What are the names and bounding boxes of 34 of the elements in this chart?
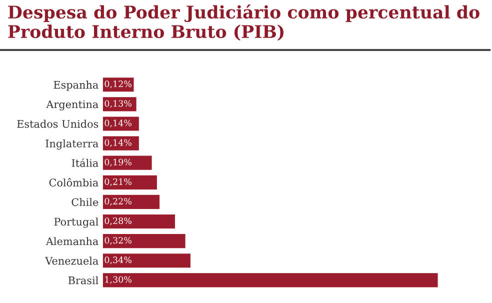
bar (102, 273, 438, 288)
bar (102, 194, 160, 210)
y-tick-label: Argentina (46, 100, 98, 110)
data-label: 0,22% (104, 198, 132, 206)
data-label: 0,21% (104, 178, 132, 186)
data-label: 0,13% (104, 100, 132, 108)
y-tick-label: Alemanha (46, 237, 98, 246)
y-tick-label: Chile (72, 198, 98, 206)
y-tick-label: Inglaterra (46, 139, 98, 150)
data-label: 0,28% (104, 217, 132, 226)
y-tick-label: Brasil (68, 276, 98, 284)
y-tick-label: Itália (72, 158, 98, 167)
data-label: 0,12% (104, 80, 132, 88)
bar (102, 97, 136, 112)
y-tick-label: Colômbia (49, 178, 98, 187)
data-label: 0,32% (104, 237, 132, 245)
y-tick-label: Estados Unidos (17, 120, 98, 128)
bar (102, 78, 134, 92)
bar (102, 156, 152, 170)
bar (102, 234, 186, 248)
y-tick-label: Portugal (54, 218, 98, 228)
bar (102, 116, 139, 131)
data-label: 0,14% (104, 120, 132, 128)
bar (102, 136, 139, 150)
bar (102, 175, 157, 190)
data-label: 0,19% (104, 158, 132, 166)
data-label: 0,14% (104, 139, 132, 147)
data-label: 0,34% (104, 256, 132, 264)
y-tick-label: Venezuela (45, 256, 98, 265)
chart-title: Despesa do Poder Judiciário como percentual do Produto Interno Bruto (PIB) (8, 4, 480, 41)
y-tick-label: Espanha (54, 80, 98, 91)
bar (102, 214, 175, 229)
bar (102, 254, 190, 268)
data-label: 1,30% (105, 276, 132, 284)
